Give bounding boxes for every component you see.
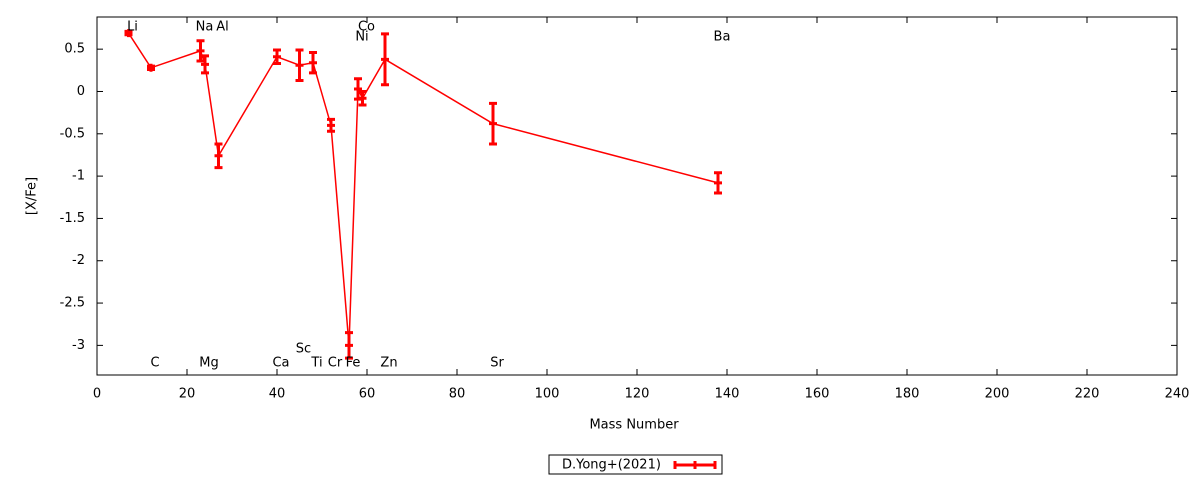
x-tick-label: 160 bbox=[805, 387, 830, 402]
point bbox=[273, 52, 281, 61]
element-label: C bbox=[150, 356, 159, 371]
point bbox=[358, 94, 367, 103]
y-tick-label: -2 bbox=[72, 253, 85, 268]
y-tick-label: 0 bbox=[77, 84, 85, 99]
element-label: Cr bbox=[328, 356, 343, 371]
x-tick-label: 40 bbox=[269, 387, 286, 402]
legend-box bbox=[548, 454, 723, 475]
element-label: Zn bbox=[380, 356, 397, 371]
element-label: Mg bbox=[199, 356, 218, 371]
x-tick-label: 220 bbox=[1075, 387, 1100, 402]
element-label: Ni bbox=[355, 30, 368, 45]
element-label: Sc bbox=[296, 342, 311, 357]
point bbox=[354, 84, 362, 93]
element-label: Li bbox=[127, 20, 138, 35]
x-tick-label: 80 bbox=[449, 387, 466, 402]
plot-frame bbox=[96, 16, 1178, 376]
element-label: Ti bbox=[310, 356, 322, 371]
y-tick-label: -2.5 bbox=[60, 296, 85, 311]
point bbox=[714, 178, 722, 187]
point bbox=[147, 63, 155, 72]
y-tick-label: -1 bbox=[72, 169, 85, 184]
point bbox=[327, 121, 335, 130]
element-label: Ba bbox=[714, 30, 731, 45]
point bbox=[214, 151, 223, 160]
y-axis-label: [X/Fe] bbox=[25, 177, 40, 215]
x-tick-label: 120 bbox=[625, 387, 650, 402]
element-label: Na bbox=[196, 20, 214, 35]
element-label: Ca bbox=[272, 356, 289, 371]
point bbox=[196, 46, 205, 55]
x-tick-label: 180 bbox=[895, 387, 920, 402]
element-label: Al bbox=[216, 20, 229, 35]
point bbox=[309, 58, 317, 67]
x-tick-label: 240 bbox=[1165, 387, 1190, 402]
point bbox=[345, 341, 353, 350]
x-tick-label: 140 bbox=[715, 387, 740, 402]
x-tick-label: 60 bbox=[359, 387, 376, 402]
point bbox=[124, 29, 133, 38]
x-tick-label: 100 bbox=[535, 387, 560, 402]
point bbox=[489, 119, 497, 128]
legend-label: D.Yong+(2021) bbox=[562, 458, 661, 473]
element-label: Fe bbox=[346, 356, 361, 371]
point bbox=[201, 60, 209, 69]
x-tick-label: 200 bbox=[985, 387, 1010, 402]
x-tick-label: 20 bbox=[179, 387, 196, 402]
element-label: Sr bbox=[490, 356, 504, 371]
element-label: Co bbox=[358, 20, 375, 35]
y-tick-label: -0.5 bbox=[60, 126, 85, 141]
point bbox=[295, 61, 304, 70]
y-tick-label: -1.5 bbox=[60, 211, 85, 226]
x-axis-label: Mass Number bbox=[589, 418, 679, 433]
y-tick-label: -3 bbox=[72, 338, 85, 353]
legend-swatch bbox=[673, 461, 717, 469]
point bbox=[381, 55, 389, 64]
x-tick-label: 0 bbox=[93, 387, 101, 402]
series-line bbox=[127, 32, 719, 346]
y-tick-label: 0.5 bbox=[64, 42, 85, 57]
